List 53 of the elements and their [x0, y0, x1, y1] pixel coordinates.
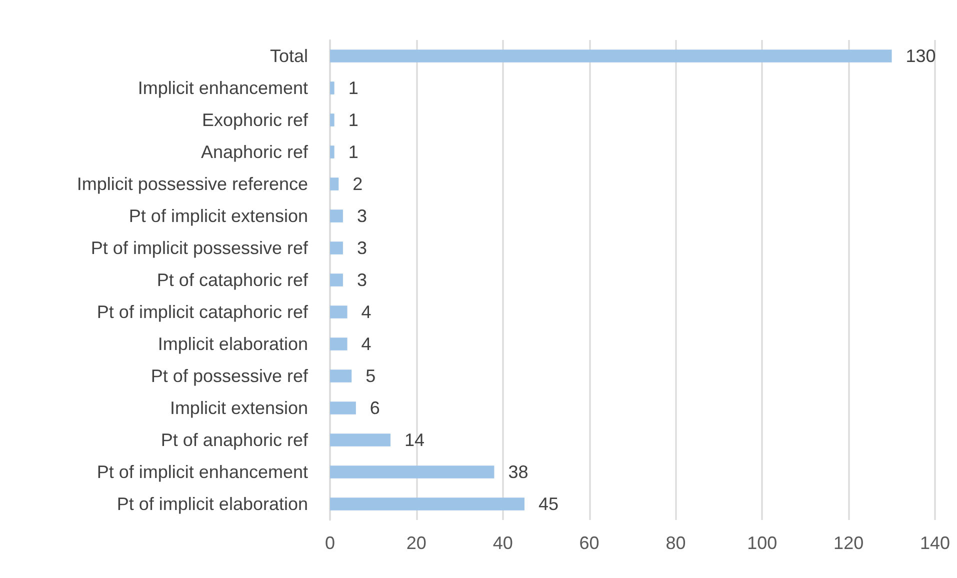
data-label: 130: [906, 46, 936, 66]
x-tick-label: 60: [579, 533, 600, 553]
data-label: 6: [370, 398, 380, 418]
bar: [330, 114, 334, 126]
data-label: 1: [348, 110, 358, 130]
y-tick-label: Pt of implicit enhancement: [96, 462, 308, 482]
y-tick-label: Total: [270, 46, 308, 66]
bar: [330, 402, 356, 414]
bar: [330, 50, 892, 62]
y-tick-label: Implicit enhancement: [138, 78, 308, 98]
data-label: 3: [356, 206, 367, 226]
y-tick-label: Pt of implicit cataphoric ref: [96, 302, 309, 322]
data-label: 45: [538, 494, 558, 514]
y-tick-label: Anaphoric ref: [200, 142, 309, 162]
data-label: 38: [508, 462, 528, 482]
x-tick-label: 100: [747, 533, 778, 553]
y-tick-label: Pt of implicit possessive ref: [90, 238, 309, 258]
bar: [330, 466, 494, 478]
bar: [330, 178, 339, 190]
bar: [330, 306, 348, 318]
x-tick-label: 140: [920, 533, 950, 553]
x-tick-label: 20: [406, 533, 426, 553]
bar: [330, 338, 348, 350]
y-tick-label: Pt of cataphoric ref: [156, 270, 309, 290]
y-tick-label: Pt of possessive ref: [150, 366, 309, 386]
y-tick-label: Implicit possessive reference: [76, 174, 308, 194]
x-tick-label: 120: [834, 533, 864, 553]
data-label: 3: [356, 270, 367, 290]
data-label: 1: [348, 78, 358, 98]
data-label: 3: [356, 238, 367, 258]
bar: [330, 210, 343, 222]
x-tick-label: 80: [666, 533, 686, 553]
data-label: 4: [361, 302, 372, 322]
bar: [330, 370, 352, 382]
y-tick-label: Implicit extension: [170, 398, 308, 418]
data-label: 2: [352, 174, 363, 194]
data-label: 5: [366, 366, 376, 386]
x-tick-label: 0: [324, 533, 336, 553]
y-tick-label: Implicit elaboration: [158, 334, 308, 354]
x-tick-label: 40: [492, 533, 513, 553]
data-label: 14: [404, 430, 425, 450]
bar: [330, 434, 390, 446]
bar: [330, 498, 524, 510]
y-tick-label: Exophoric ref: [202, 110, 309, 130]
y-tick-label: Pt of implicit elaboration: [116, 494, 308, 514]
data-label: 4: [361, 334, 372, 354]
y-tick-label: Pt of implicit extension: [128, 206, 308, 226]
y-tick-label: Pt of anaphoric ref: [160, 430, 309, 450]
bar: [330, 82, 334, 94]
bar: [330, 146, 334, 158]
bar: [330, 274, 343, 286]
bar: [330, 242, 343, 254]
data-label: 1: [348, 142, 358, 162]
